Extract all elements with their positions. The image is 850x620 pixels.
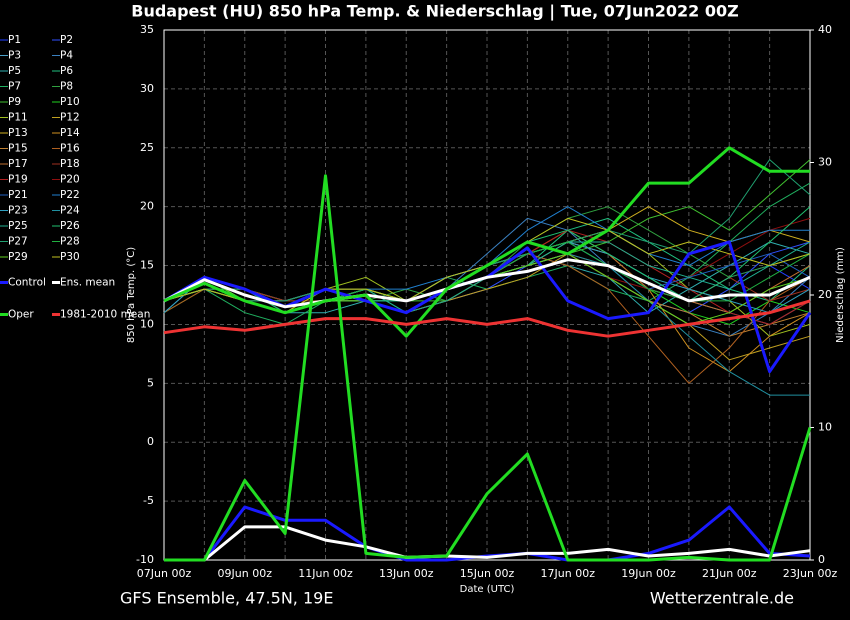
legend-label: P25 (8, 220, 28, 232)
legend-label: P1 (8, 34, 21, 46)
x-tick-label: 13Jun 00z (379, 567, 434, 580)
legend-label: 1981-2010 mean (60, 309, 150, 321)
legend-label: P26 (60, 220, 80, 232)
legend-label: P3 (8, 50, 21, 62)
legend-label: P2 (60, 34, 73, 46)
legend-label: P5 (8, 65, 21, 77)
legend-label: P13 (8, 127, 28, 139)
y2-tick-label: 0 (818, 553, 825, 566)
x-tick-label: 21Jun 00z (702, 567, 757, 580)
precip-line (164, 525, 811, 562)
legend-label: P23 (8, 205, 28, 217)
legend-label: P27 (8, 236, 28, 248)
footer-left: GFS Ensemble, 47.5N, 19E (120, 589, 333, 608)
legend-label: P11 (8, 112, 28, 124)
legend-label: Ens. mean (60, 277, 115, 289)
x-tick-label: 15Jun 00z (460, 567, 515, 580)
x-tick-label: 19Jun 00z (621, 567, 676, 580)
legend-label: P15 (8, 143, 28, 155)
legend-label: P7 (8, 81, 21, 93)
x-tick-label: 23Jun 00z (783, 567, 838, 580)
y-tick-label: 30 (140, 82, 154, 95)
y-tick-label: 25 (140, 141, 154, 154)
temp-line (163, 146, 810, 338)
y2-axis-label: Niederschlag (mm) (835, 247, 846, 343)
temp-line (163, 299, 811, 338)
legend-label: P12 (60, 112, 80, 124)
legend-label: P19 (8, 174, 28, 186)
y-axis-label: 850 hPa Temp. (°C) (126, 247, 137, 343)
y2-tick-label: 10 (818, 421, 832, 434)
y-tick-label: 35 (140, 23, 154, 36)
legend-label: P29 (8, 251, 28, 263)
legend-label: P6 (60, 65, 73, 77)
chart-title: Budapest (HU) 850 hPa Temp. & Niederschl… (131, 2, 738, 22)
legend-label: P28 (60, 236, 80, 248)
legend-label: P21 (8, 189, 28, 201)
y-tick-label: 5 (147, 376, 154, 389)
plot-frame (163, 29, 811, 561)
y2-tick-label: 20 (818, 288, 832, 301)
y-tick-label: 0 (147, 435, 154, 448)
y-tick-label: -10 (136, 553, 154, 566)
y-tick-label: 20 (140, 200, 154, 213)
temp-line (163, 258, 811, 309)
legend-label: P8 (60, 81, 73, 93)
legend-label: P9 (8, 96, 21, 108)
y2-tick-label: 40 (818, 23, 832, 36)
x-tick-label: 09Jun 00z (218, 567, 273, 580)
x-tick-label: 17Jun 00z (541, 567, 596, 580)
footer-right: Wetterzentrale.de (650, 589, 794, 608)
x-axis-label: Date (UTC) (460, 584, 515, 595)
y-tick-label: 15 (140, 259, 154, 272)
legend-label: Oper (8, 309, 34, 321)
legend-label: P22 (60, 189, 80, 201)
x-tick-label: 07Jun 00z (137, 567, 192, 580)
y-tick-label: 10 (140, 317, 154, 330)
legend-label: P30 (60, 251, 80, 263)
legend-label: P24 (60, 205, 80, 217)
x-tick-label: 11Jun 00z (298, 567, 353, 580)
legend-label: P4 (60, 50, 73, 62)
legend-label: P14 (60, 127, 80, 139)
precip-line (164, 174, 812, 562)
y2-tick-label: 30 (818, 156, 832, 169)
legend-label: P20 (60, 174, 80, 186)
legend-label: P18 (60, 158, 80, 170)
legend-label: P10 (60, 96, 80, 108)
legend-label: P16 (60, 143, 80, 155)
legend-label: Control (8, 277, 46, 289)
y-tick-label: -5 (143, 494, 154, 507)
legend-label: P17 (8, 158, 28, 170)
